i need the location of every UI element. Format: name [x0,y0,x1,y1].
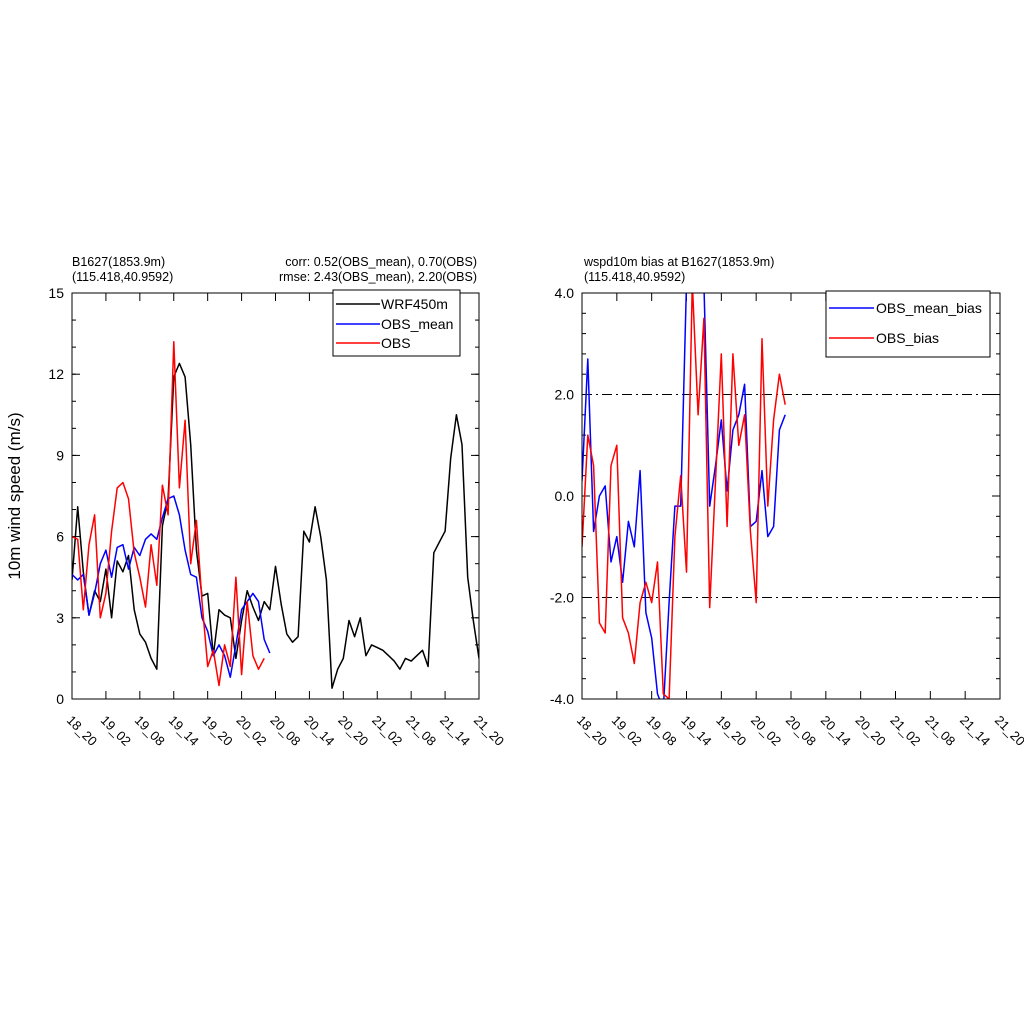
x-tick-label: 19_14 [166,713,202,749]
x-tick-label: 20_02 [233,713,269,749]
station-label: B1627(1853.9m) [72,255,165,269]
x-tick-label: 21_02 [369,713,405,749]
y-tick-label: 12 [48,366,64,382]
series-line-obs-mean-bias [582,293,786,699]
y-tick-label: 0 [56,691,64,707]
legend-label-obs-bias: OBS_bias [876,330,939,346]
series-line-wrf450m [72,362,479,689]
coords-label: (115.418,40.9592) [72,270,173,284]
y-tick-label: 6 [56,529,64,545]
y-tick-label: 0.0 [555,488,575,504]
x-tick-label: 21_14 [437,713,473,749]
y-axis-label: 10m wind speed (m/s) [5,412,24,579]
legend-label-obs-mean-bias: OBS_mean_bias [876,300,982,316]
x-tick-label: 19_02 [609,713,645,749]
x-tick-label: 21_02 [887,713,923,749]
right-plot-frame [581,292,1001,700]
left-plot-frame [71,292,480,700]
x-tick-label: 18_20 [64,713,100,749]
right-legend-box [825,290,991,358]
right-legend: OBS_mean_bias OBS_bias [825,290,991,358]
x-tick-label: 19_20 [713,713,749,749]
legend-label-obs-mean: OBS_mean [381,316,453,332]
series-line-obs-bias [582,293,786,699]
x-tick-label: 18_20 [574,713,610,749]
right-series-lines [582,293,786,699]
y-tick-label: 9 [56,447,64,463]
series-line-obs [72,340,265,687]
x-tick-label: 20_14 [301,713,337,749]
wind-speed-panel: B1627(1853.9m) (115.418,40.9592) corr: 0… [5,255,507,749]
x-tick-label: 21_14 [957,713,993,749]
x-tick-label: 20_14 [818,713,854,749]
x-tick-label: 20_08 [783,713,819,749]
x-tick-label: 20_20 [853,713,889,749]
legend-label-obs: OBS [381,335,411,351]
x-tick-label: 21_20 [992,713,1024,749]
bias-coords: (115.418,40.9592) [584,270,685,284]
corr-stats: corr: 0.52(OBS_mean), 0.70(OBS) [285,255,477,269]
rmse-stats: rmse: 2.43(OBS_mean), 2.20(OBS) [279,270,477,284]
reference-lines [582,394,1000,598]
left-legend: WRF450m OBS_mean OBS [332,289,461,357]
x-tick-label: 20_08 [267,713,303,749]
x-tick-label: 19_14 [678,713,714,749]
y-tick-label: 3 [56,610,64,626]
x-tick-label: 19_20 [200,713,236,749]
x-tick-label: 20_20 [335,713,371,749]
y-tick-label: 4.0 [555,285,575,301]
left-series-lines [72,340,479,689]
left-legend-box [332,289,461,357]
bias-title: wspd10m bias at B1627(1853.9m) [583,255,774,269]
x-tick-label: 21_20 [471,713,507,749]
y-tick-label: 2.0 [555,387,575,403]
y-tick-label: -2.0 [550,590,574,606]
x-tick-label: 19_02 [98,713,134,749]
x-tick-label: 19_08 [644,713,680,749]
x-tick-label: 19_08 [132,713,168,749]
legend-label-wrf450m: WRF450m [381,296,448,312]
x-tick-label: 20_02 [748,713,784,749]
y-tick-label: 15 [48,285,64,301]
bias-panel: wspd10m bias at B1627(1853.9m) (115.418,… [550,255,1024,749]
x-tick-label: 21_08 [403,713,439,749]
x-tick-label: 21_08 [922,713,958,749]
y-tick-label: -4.0 [550,691,574,707]
series-line-obs-mean [72,495,271,679]
